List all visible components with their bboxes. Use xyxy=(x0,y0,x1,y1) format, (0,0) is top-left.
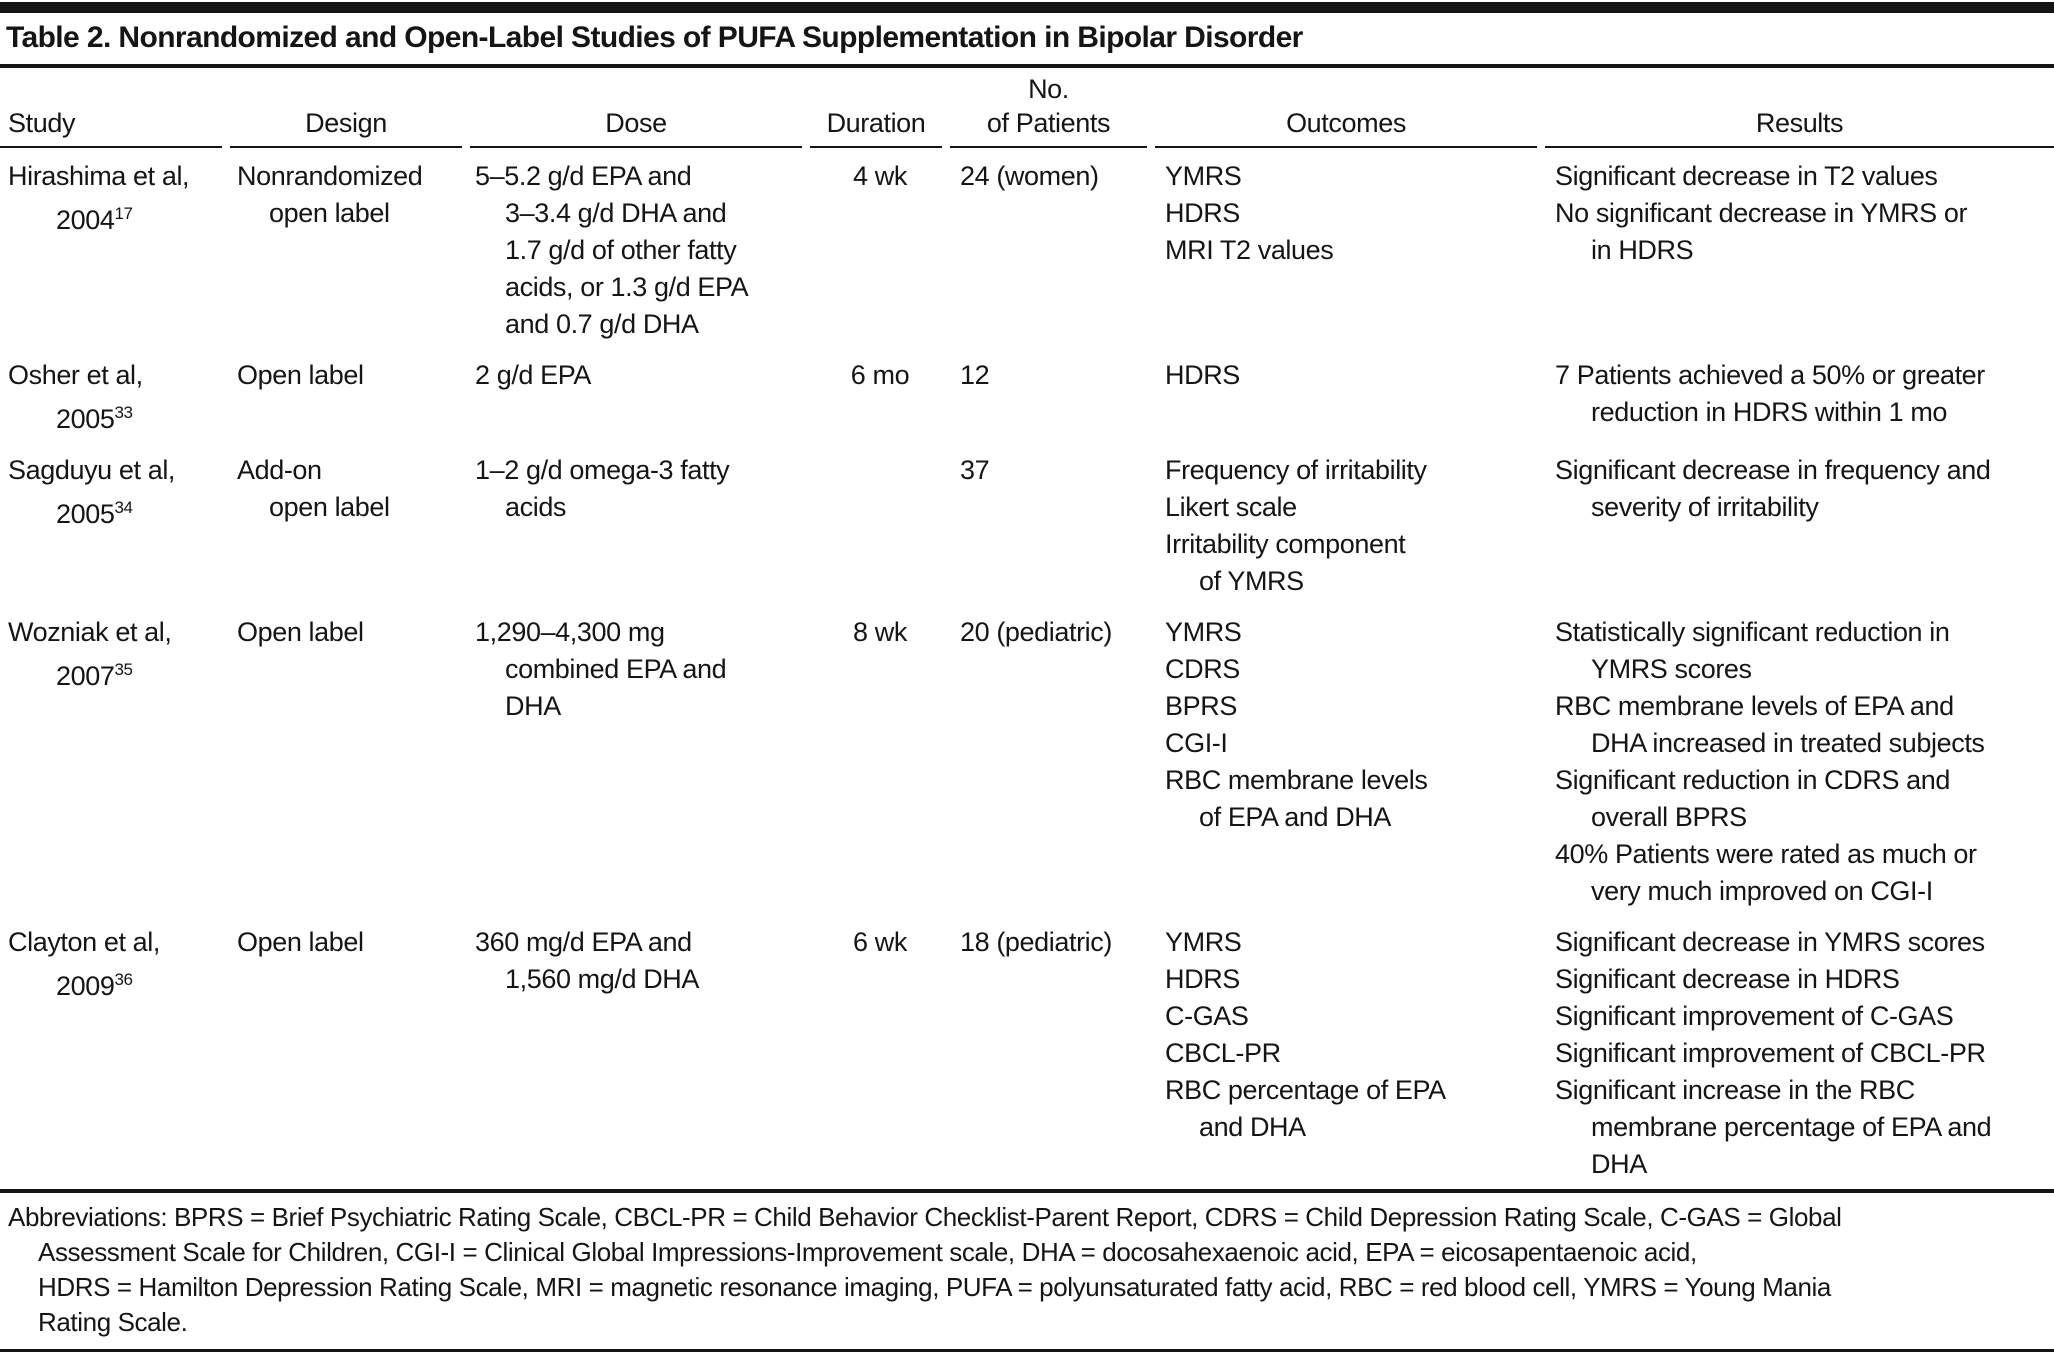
design-cell: Open label xyxy=(237,927,364,957)
table-title: Table 2. Nonrandomized and Open-Label St… xyxy=(6,21,1303,54)
cell-line: HDRS xyxy=(1165,198,1240,228)
dose-cell: 5–5.2 g/d EPA and 3–3.4 g/d DHA and 1.7 … xyxy=(475,161,749,339)
results-cell: Statistically significant reduction in Y… xyxy=(1545,614,2054,910)
design-cell: Add-on open label xyxy=(237,455,390,522)
duration-cell: 6 wk xyxy=(853,927,907,957)
table-row: Sagduyu et al, 200534 Add-on open label … xyxy=(0,452,2054,600)
patients-cell: 20 (pediatric) xyxy=(960,617,1112,647)
study-citation: Osher et al, 2005 xyxy=(8,360,143,434)
design-cell: Nonrandomized open label xyxy=(237,161,423,228)
design-cell: Open label xyxy=(237,617,364,647)
cell-line: RBC membrane levels of EPA and DHA incre… xyxy=(1555,691,1985,758)
outcomes-cell: YMRS HDRS C-GAS CBCL-PR RBC percentage of EP… xyxy=(1155,924,1545,1183)
reference-superscript: 33 xyxy=(114,403,133,422)
cell-line: Irritability component of YMRS xyxy=(1165,529,1406,596)
cell-line: Likert scale xyxy=(1165,492,1297,522)
table-body: Hirashima et al, 200417 Nonrandomized op… xyxy=(0,148,2054,1183)
cell-line: CDRS xyxy=(1165,654,1240,684)
reference-superscript: 17 xyxy=(114,204,133,223)
cell-line: Significant improvement of CBCL-PR xyxy=(1555,1038,1986,1068)
reference-superscript: 34 xyxy=(114,498,133,517)
results-cell: Significant decrease in frequency and se… xyxy=(1545,452,2054,600)
outcomes-cell: Frequency of irritability Likert scale Irr… xyxy=(1155,452,1545,600)
table-row: Osher et al, 200533 Open label 2 g/d EPA… xyxy=(0,357,2054,438)
study-citation: Hirashima et al, 2004 xyxy=(8,161,190,235)
table-header-row: Study Design Dose Duration No. of Patien… xyxy=(0,72,2054,148)
cell-line: Significant decrease in frequency and se… xyxy=(1555,455,1991,522)
column-header-results: Results xyxy=(1545,72,2054,148)
reference-superscript: 36 xyxy=(114,970,133,989)
patients-cell: 12 xyxy=(960,360,990,390)
study-cell: Hirashima et al, 200417 xyxy=(0,158,230,343)
dose-cell: 1,290–4,300 mg combined EPA and DHA xyxy=(475,617,727,721)
cell-line: Significant improvement of C-GAS xyxy=(1555,1001,1954,1031)
duration-cell xyxy=(810,452,950,600)
design-cell: Open label xyxy=(237,360,364,390)
cell-line: CGI-I xyxy=(1165,728,1228,758)
cell-line: C-GAS xyxy=(1165,1001,1249,1031)
column-header-patients: No. of Patients xyxy=(950,72,1147,148)
cell-line: 40% Patients were rated as much or very … xyxy=(1555,839,1977,906)
cell-line: BPRS xyxy=(1165,691,1237,721)
outcomes-cell: HDRS xyxy=(1155,357,1545,438)
cell-line: Frequency of irritability xyxy=(1165,455,1427,485)
cell-line: HDRS xyxy=(1165,964,1240,994)
cell-line: MRI T2 values xyxy=(1165,235,1334,265)
patients-cell: 37 xyxy=(960,455,990,485)
column-header-design: Design xyxy=(230,72,462,148)
cell-line: HDRS xyxy=(1165,360,1240,390)
results-cell: Significant decrease in T2 values No sign… xyxy=(1545,158,2054,343)
cell-line: CBCL-PR xyxy=(1165,1038,1281,1068)
cell-line: RBC membrane levels of EPA and DHA xyxy=(1165,765,1428,832)
study-citation: Clayton et al, 2009 xyxy=(8,927,160,1001)
table-row: Wozniak et al, 200735 Open label 1,290–4… xyxy=(0,614,2054,910)
column-header-dose: Dose xyxy=(470,72,802,148)
cell-line: No significant decrease in YMRS or in HD… xyxy=(1555,198,1968,265)
column-header-duration: Duration xyxy=(810,72,942,148)
column-header-study: Study xyxy=(0,72,222,148)
outcomes-cell: YMRS HDRS MRI T2 values xyxy=(1155,158,1545,343)
cell-line: RBC percentage of EPA and DHA xyxy=(1165,1075,1446,1142)
cell-line: Significant increase in the RBC membrane… xyxy=(1555,1075,1992,1179)
cell-line: Significant reduction in CDRS and overal… xyxy=(1555,765,1951,832)
table-row: Hirashima et al, 200417 Nonrandomized op… xyxy=(0,158,2054,343)
study-cell: Sagduyu et al, 200534 xyxy=(0,452,230,600)
cell-line: Significant decrease in T2 values xyxy=(1555,161,1938,191)
table-bottom-rule xyxy=(0,1189,2054,1193)
duration-cell: 6 mo xyxy=(850,360,910,390)
outcomes-cell: YMRS CDRS BPRS CGI-I RBC membrane levels of … xyxy=(1155,614,1545,910)
abbreviations-footnote: Abbreviations: BPRS = Brief Psychiatric … xyxy=(8,1202,1842,1337)
cell-line: Statistically significant reduction in Y… xyxy=(1555,617,1950,684)
patients-cell: 18 (pediatric) xyxy=(960,927,1112,957)
study-cell: Osher et al, 200533 xyxy=(0,357,230,438)
table-top-rule xyxy=(0,2,2054,13)
study-citation: Wozniak et al, 2007 xyxy=(8,617,172,691)
column-header-outcomes: Outcomes xyxy=(1155,72,1537,148)
results-cell: Significant decrease in YMRS scores Signi… xyxy=(1545,924,2054,1183)
cell-line: Significant decrease in YMRS scores xyxy=(1555,927,1985,957)
duration-cell: 8 wk xyxy=(853,617,907,647)
cell-line: Significant decrease in HDRS xyxy=(1555,964,1900,994)
table-row: Clayton et al, 200936 Open label 360 mg/… xyxy=(0,924,2054,1183)
results-cell: 7 Patients achieved a 50% or greater red… xyxy=(1545,357,2054,438)
dose-cell: 360 mg/d EPA and 1,560 mg/d DHA xyxy=(475,927,699,994)
duration-cell: 4 wk xyxy=(853,161,907,191)
dose-cell: 1–2 g/d omega-3 fatty acids xyxy=(475,455,730,522)
cell-line: YMRS xyxy=(1165,161,1242,191)
study-cell: Wozniak et al, 200735 xyxy=(0,614,230,910)
cell-line: 7 Patients achieved a 50% or greater red… xyxy=(1555,360,1985,427)
reference-superscript: 35 xyxy=(114,660,133,679)
patients-cell: 24 (women) xyxy=(960,161,1099,191)
study-cell: Clayton et al, 200936 xyxy=(0,924,230,1183)
cell-line: YMRS xyxy=(1165,927,1242,957)
study-citation: Sagduyu et al, 2005 xyxy=(8,455,176,529)
title-underline-rule xyxy=(0,64,2054,68)
cell-line: YMRS xyxy=(1165,617,1242,647)
dose-cell: 2 g/d EPA xyxy=(475,360,591,390)
